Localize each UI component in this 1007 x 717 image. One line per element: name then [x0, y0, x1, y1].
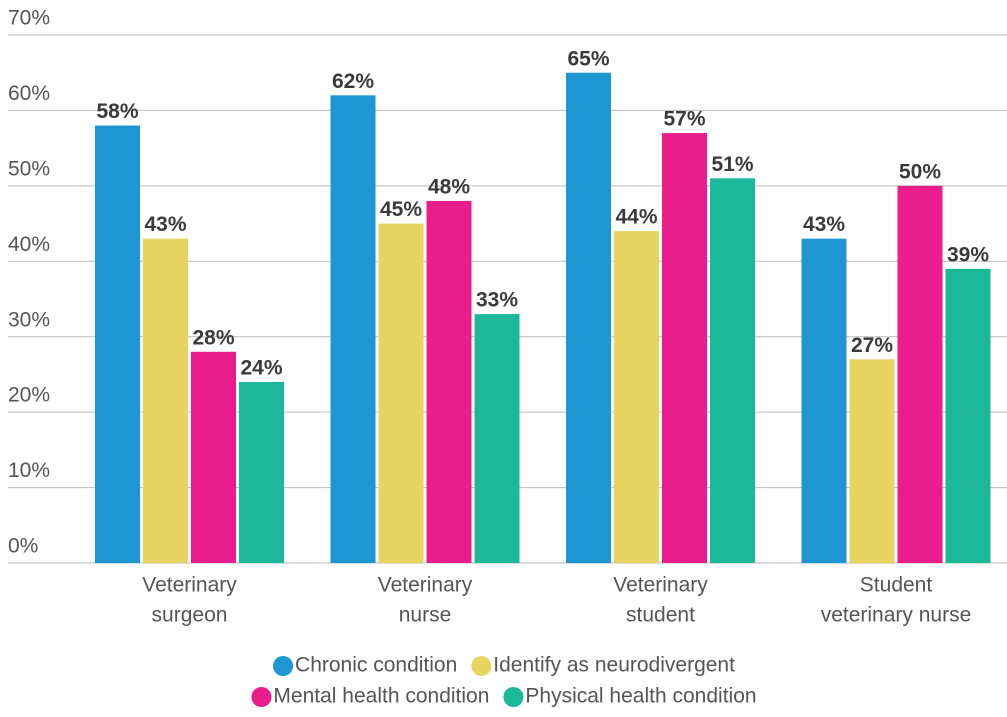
data-label: 45% [380, 198, 422, 221]
bar [897, 185, 943, 563]
data-label: 43% [144, 213, 186, 236]
y-tick-label: 0% [8, 535, 38, 558]
data-label: 57% [663, 108, 705, 131]
bar [143, 238, 188, 563]
bar [614, 231, 659, 563]
legend-label: Chronic condition [295, 654, 457, 677]
bar [378, 223, 424, 564]
bar [191, 351, 236, 563]
data-label: 62% [332, 70, 374, 93]
legend-swatch [503, 687, 524, 707]
data-label: 28% [192, 326, 234, 349]
data-label: 58% [96, 100, 138, 123]
data-label: 44% [615, 206, 657, 229]
data-label: 33% [476, 289, 518, 312]
bar [945, 268, 991, 563]
bar [662, 133, 707, 564]
data-label: 43% [803, 213, 845, 236]
x-tick-label: student [626, 604, 695, 627]
x-tick-label: Veterinary [613, 574, 708, 597]
x-tick-label: Veterinary [142, 574, 237, 597]
bar [330, 95, 376, 563]
y-tick-label: 10% [8, 459, 50, 482]
legend-label: Mental health condition [273, 685, 489, 708]
legend-swatch [251, 687, 272, 707]
legend-swatch [471, 656, 492, 676]
y-tick-label: 20% [8, 384, 50, 407]
y-tick-label: 70% [8, 7, 50, 30]
bar [849, 359, 895, 563]
data-label: 27% [851, 334, 893, 357]
bar [710, 178, 755, 564]
bar [239, 381, 284, 563]
legend-label: Physical health condition [525, 685, 756, 708]
data-label: 24% [240, 357, 282, 380]
y-tick-label: 30% [8, 308, 50, 331]
data-label: 50% [899, 160, 941, 183]
x-tick-label: Student [860, 574, 933, 597]
data-label: 48% [428, 175, 470, 198]
y-tick-label: 60% [8, 82, 50, 105]
x-tick-label: Veterinary [378, 574, 473, 597]
bar [426, 200, 472, 563]
data-label: 51% [711, 153, 753, 176]
x-tick-label: surgeon [152, 604, 228, 627]
bar [474, 314, 520, 563]
y-tick-label: 50% [8, 157, 50, 180]
bar [801, 238, 847, 563]
x-tick-label: nurse [399, 604, 452, 627]
bar [566, 72, 611, 563]
y-tick-label: 40% [8, 233, 50, 256]
legend-label: Identify as neurodivergent [493, 654, 735, 677]
legend-swatch [273, 656, 294, 676]
data-label: 39% [947, 243, 989, 266]
x-tick-label: veterinary nurse [821, 604, 972, 627]
data-label: 65% [567, 47, 609, 70]
bar [95, 125, 140, 563]
